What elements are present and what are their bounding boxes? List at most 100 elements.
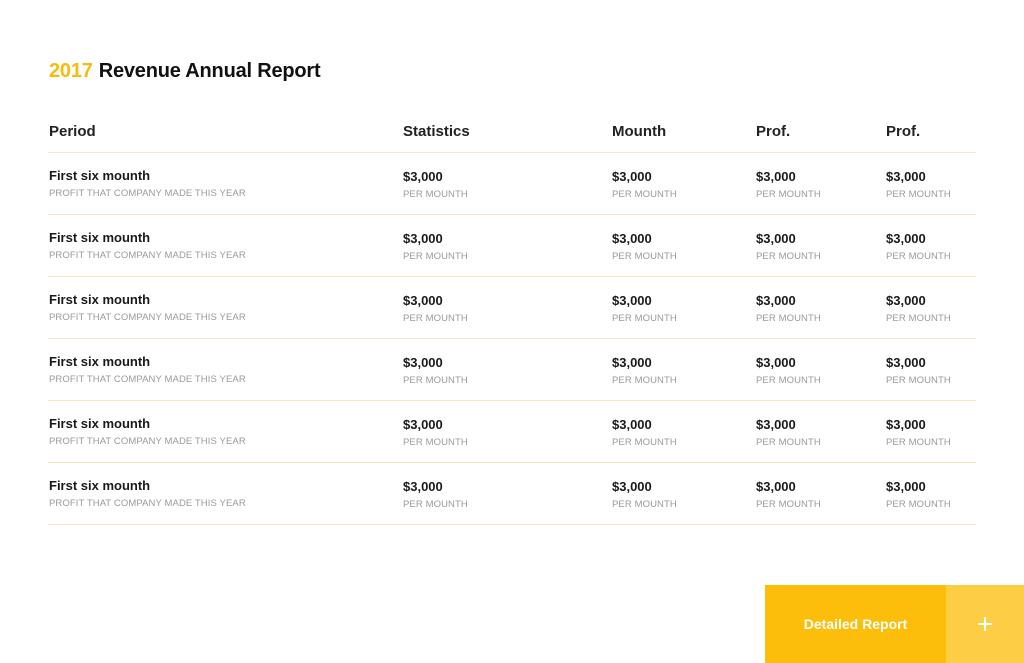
value-cell: $3,000 PER MOUNTH [756,169,821,200]
table-body: First six mounth PROFIT THAT COMPANY MADE… [48,153,976,525]
value-cell: $3,000 PER MOUNTH [403,169,468,200]
header-prof-2: Prof. [886,123,921,140]
cell-unit: PER MOUNTH [886,251,951,262]
cell-unit: PER MOUNTH [612,499,677,510]
value-cell: $3,000 PER MOUNTH [612,479,677,510]
cell-unit: PER MOUNTH [403,437,468,448]
period-cell: First six mounth PROFIT THAT COMPANY MADE… [49,354,246,385]
cell-value: $3,000 [403,293,443,308]
value-cell: $3,000 PER MOUNTH [403,355,468,386]
cell-value: $3,000 [886,293,926,308]
cell-unit: PER MOUNTH [756,499,821,510]
value-cell: $3,000 PER MOUNTH [756,355,821,386]
cell-value: $3,000 [886,169,926,184]
cell-value: $3,000 [756,479,796,494]
cell-unit: PER MOUNTH [403,251,468,262]
cell-value: $3,000 [612,417,652,432]
period-description: PROFIT THAT COMPANY MADE THIS YEAR [49,436,246,447]
detailed-report-label[interactable]: Detailed Report [765,585,946,663]
value-cell: $3,000 PER MOUNTH [403,293,468,324]
period-label: First six mounth [49,354,151,369]
value-cell: $3,000 PER MOUNTH [886,479,951,510]
cell-value: $3,000 [403,417,443,432]
header-prof: Prof. [756,123,791,140]
cell-value: $3,000 [612,293,652,308]
cell-unit: PER MOUNTH [756,313,821,324]
value-cell: $3,000 PER MOUNTH [886,355,951,386]
period-label: First six mounth [49,292,151,307]
period-cell: First six mounth PROFIT THAT COMPANY MADE… [49,478,246,509]
period-cell: First six mounth PROFIT THAT COMPANY MADE… [49,230,246,261]
period-label: First six mounth [49,168,151,183]
header-mounth: Mounth [612,123,667,140]
cell-value: $3,000 [756,293,796,308]
cell-unit: PER MOUNTH [612,251,677,262]
cell-unit: PER MOUNTH [612,375,677,386]
detailed-report-button[interactable]: Detailed Report [765,585,1024,663]
cell-value: $3,000 [612,479,652,494]
cell-value: $3,000 [756,169,796,184]
cell-unit: PER MOUNTH [886,437,951,448]
cell-value: $3,000 [886,231,926,246]
value-cell: $3,000 PER MOUNTH [886,169,951,200]
cell-value: $3,000 [886,417,926,432]
period-label: First six mounth [49,230,151,245]
cell-unit: PER MOUNTH [403,313,468,324]
value-cell: $3,000 PER MOUNTH [403,231,468,262]
title-text: Revenue Annual Report [98,60,321,82]
value-cell: $3,000 PER MOUNTH [403,417,468,448]
table-row: First six mounth PROFIT THAT COMPANY MADE… [48,401,976,463]
table-row: First six mounth PROFIT THAT COMPANY MADE… [48,339,976,401]
table-row: First six mounth PROFIT THAT COMPANY MADE… [48,463,976,525]
table-row: First six mounth PROFIT THAT COMPANY MADE… [48,153,976,215]
cell-value: $3,000 [612,355,652,370]
value-cell: $3,000 PER MOUNTH [756,417,821,448]
period-cell: First six mounth PROFIT THAT COMPANY MADE… [49,292,246,323]
period-label: First six mounth [49,478,151,493]
cell-value: $3,000 [886,479,926,494]
period-description: PROFIT THAT COMPANY MADE THIS YEAR [49,250,246,261]
cell-unit: PER MOUNTH [403,375,468,386]
revenue-table: Period Statistics Mounth Prof. Prof. Fir… [48,112,976,525]
period-description: PROFIT THAT COMPANY MADE THIS YEAR [49,374,246,385]
cell-value: $3,000 [612,169,652,184]
cell-unit: PER MOUNTH [886,375,951,386]
cell-value: $3,000 [403,169,443,184]
cell-unit: PER MOUNTH [612,313,677,324]
period-description: PROFIT THAT COMPANY MADE THIS YEAR [49,498,246,509]
cell-unit: PER MOUNTH [403,499,468,510]
page-title: 2017 Revenue Annual Report [49,60,321,83]
value-cell: $3,000 PER MOUNTH [756,479,821,510]
period-description: PROFIT THAT COMPANY MADE THIS YEAR [49,188,246,199]
cell-unit: PER MOUNTH [886,313,951,324]
period-cell: First six mounth PROFIT THAT COMPANY MADE… [49,168,246,199]
cell-unit: PER MOUNTH [612,437,677,448]
title-year: 2017 [49,60,93,82]
table-row: First six mounth PROFIT THAT COMPANY MADE… [48,277,976,339]
cell-unit: PER MOUNTH [756,437,821,448]
table-row: First six mounth PROFIT THAT COMPANY MADE… [48,215,976,277]
header-statistics: Statistics [403,123,470,140]
cell-value: $3,000 [886,355,926,370]
value-cell: $3,000 PER MOUNTH [756,293,821,324]
value-cell: $3,000 PER MOUNTH [612,293,677,324]
value-cell: $3,000 PER MOUNTH [886,417,951,448]
cell-unit: PER MOUNTH [886,499,951,510]
period-cell: First six mounth PROFIT THAT COMPANY MADE… [49,416,246,447]
period-label: First six mounth [49,416,151,431]
table-header: Period Statistics Mounth Prof. Prof. [48,112,976,153]
cell-value: $3,000 [403,231,443,246]
value-cell: $3,000 PER MOUNTH [756,231,821,262]
period-description: PROFIT THAT COMPANY MADE THIS YEAR [49,312,246,323]
cell-unit: PER MOUNTH [403,189,468,200]
cell-value: $3,000 [612,231,652,246]
value-cell: $3,000 PER MOUNTH [403,479,468,510]
value-cell: $3,000 PER MOUNTH [886,231,951,262]
cell-value: $3,000 [403,355,443,370]
cell-unit: PER MOUNTH [886,189,951,200]
cell-unit: PER MOUNTH [756,189,821,200]
value-cell: $3,000 PER MOUNTH [612,417,677,448]
plus-icon[interactable] [946,585,1024,663]
cell-value: $3,000 [756,355,796,370]
